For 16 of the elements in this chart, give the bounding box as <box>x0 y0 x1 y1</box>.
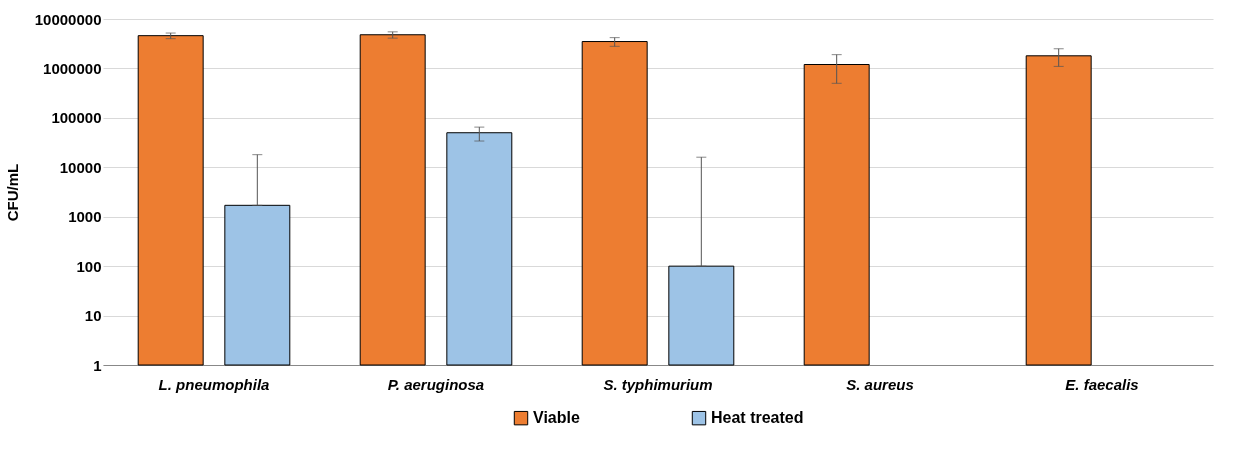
y-tick-label: 100000 <box>51 109 102 127</box>
legend-label: Viable <box>533 409 580 427</box>
x-tick-label: L. pneumophila <box>158 375 270 393</box>
x-tick-label: S. typhimurium <box>603 375 713 393</box>
y-tick-label: 1 <box>93 356 102 374</box>
y-tick-label: 1000 <box>68 208 102 226</box>
x-tick-label: E. faecalis <box>1065 375 1139 393</box>
x-tick-label: P. aeruginosa <box>387 375 485 393</box>
y-tick-label: 10 <box>84 307 102 325</box>
legend-label: Heat treated <box>711 409 804 427</box>
y-tick-label: 10000 <box>59 158 102 176</box>
y-tick-label: 1000000 <box>43 59 102 77</box>
y-tick-label: 10000000 <box>34 10 102 28</box>
x-tick-label: S. aureus <box>846 375 914 393</box>
y-axis-title: CFU/mL <box>3 163 21 222</box>
y-tick-label: 100 <box>76 257 102 275</box>
